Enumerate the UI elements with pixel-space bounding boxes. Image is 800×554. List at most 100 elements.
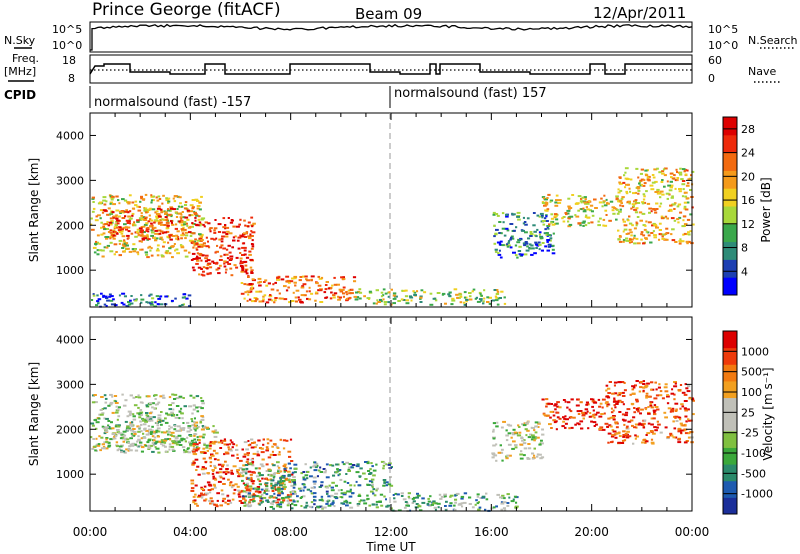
power-cell-0 [109,235,113,238]
power-cell-6 [532,224,536,227]
power-cell-0 [111,195,115,198]
velocity-cell-4 [453,504,456,507]
power-cell-0 [114,224,118,227]
power-cell-1 [168,234,173,237]
velocity-cell-7 [663,411,667,414]
velocity-cell-0 [168,445,172,448]
power-cell-8 [649,241,653,244]
velocity-cell-7 [683,428,688,431]
velocity-cell-0 [140,423,143,426]
velocity-cell-1 [102,427,107,430]
velocity-cell-2 [283,469,288,472]
velocity-cell-5 [499,451,504,454]
power-cell-0 [158,198,162,200]
velocity-cell-1 [176,425,181,428]
power-cell-4 [183,296,186,299]
velocity-cell-2 [192,501,195,504]
power-cell-8 [653,236,657,239]
velocity-cell-3 [306,471,310,473]
power-cell-1 [188,214,191,217]
velocity-cell-7 [605,389,608,392]
velocity-cell-6 [570,426,574,429]
velocity-cell-2 [232,465,237,468]
power-cell-8 [676,177,680,179]
power-cell-5 [453,288,458,291]
velocity-cell-1 [116,431,121,434]
velocity-cell-0 [176,414,179,416]
velocity-cell-0 [200,399,205,402]
velocity-cell-0 [173,425,177,428]
power-cell-6 [522,216,525,219]
velocity-cell-6 [565,418,569,421]
velocity-cell-2 [217,463,222,466]
velocity-cell-2 [219,504,223,507]
power-cell-2 [223,260,227,263]
power-cell-7 [588,209,593,212]
velocity-cell-7 [661,397,665,400]
power-cell-5 [463,291,467,294]
power-cell-5 [392,292,397,295]
velocity-cell-1 [192,445,195,447]
velocity-cell-3 [313,503,316,506]
power-cell-1 [131,207,136,210]
nave-label: Nave [748,65,776,78]
velocity-cell-5 [526,429,530,432]
power-cell-8 [637,192,640,195]
power-cell-8 [654,191,658,193]
power-cell-6 [523,221,527,223]
power-cell-8 [686,218,691,221]
power-cell-0 [112,237,116,240]
velocity-cell-0 [188,441,191,444]
velocity-cell-2 [256,450,259,453]
power-cell-7 [574,214,577,217]
velocity-cell-7 [614,432,618,435]
power-cell-8 [687,233,691,236]
power-cell-3 [274,299,277,302]
velocity-cell-1 [202,426,207,429]
power-cell-5 [436,292,441,294]
velocity-cell-7 [617,432,621,435]
power-cell-0 [122,243,125,246]
velocity-cell-2 [219,476,223,479]
velocity-cell-7 [626,408,631,411]
velocity-cell-3 [334,497,339,500]
velocity-cell-7 [621,395,626,397]
power-cell-8 [658,238,661,241]
power-cell-5 [463,296,467,299]
power-cell-6 [494,248,498,251]
power-cell-3 [249,288,254,291]
power-cell-6 [544,228,547,231]
velocity-cell-7 [647,406,650,408]
power-cell-5 [468,298,473,301]
velocity-cell-7 [649,404,653,407]
power-cell-2 [224,271,227,274]
power-cell-8 [639,179,643,182]
power-cell-2 [202,274,206,277]
power-cell-6 [517,218,521,221]
power-cell-0 [92,246,97,249]
power-cell-8 [643,201,647,204]
power-cell-1 [157,215,162,218]
power-cell-2 [202,270,205,273]
velocity-cell-7 [626,430,630,433]
power-cell-3 [263,294,267,297]
velocity-cell-7 [611,392,615,395]
power-cell-8 [641,212,646,215]
power-cell-3 [258,280,263,283]
velocity-cell-7 [679,422,683,425]
velocity-cell-7 [649,402,652,405]
power-ytick-label-2: 3000 [56,174,84,187]
power-cell-0 [146,233,149,236]
velocity-cell-0 [164,421,169,424]
velocity-cell-3 [347,470,351,472]
velocity-cell-2 [209,502,212,505]
velocity-cell-2 [224,460,227,463]
power-cell-8 [641,201,645,204]
velocity-cell-7 [621,418,625,421]
power-cell-1 [142,225,146,228]
velocity-cell-3 [320,495,324,498]
power-cell-0 [171,235,176,237]
velocity-cell-2 [227,499,231,502]
power-cell-2 [194,219,197,222]
velocity-cell-2 [249,478,253,481]
